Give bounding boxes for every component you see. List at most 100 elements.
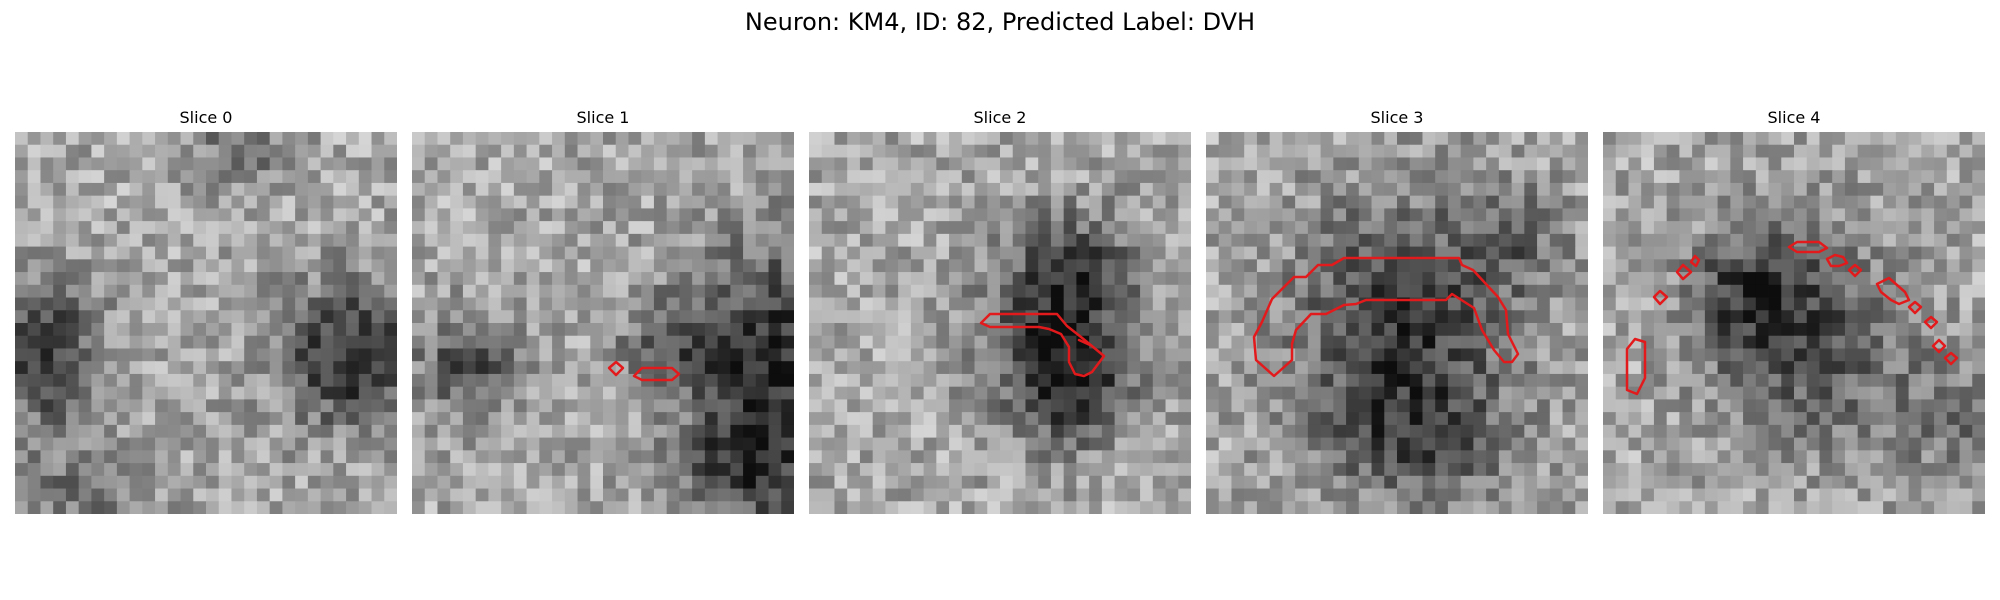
- image-pixel: [1641, 259, 1655, 273]
- image-pixel: [358, 373, 372, 388]
- image-pixel: [1653, 233, 1668, 247]
- image-pixel: [218, 132, 232, 146]
- image-pixel: [1178, 412, 1191, 426]
- image-pixel: [1447, 412, 1462, 426]
- image-pixel: [936, 399, 950, 413]
- image-pixel: [65, 335, 80, 349]
- image-pixel: [910, 208, 924, 222]
- image-pixel: [1857, 412, 1871, 426]
- image-pixel: [65, 246, 80, 260]
- image-pixel: [1641, 272, 1655, 286]
- image-pixel: [1819, 424, 1833, 438]
- image-pixel: [129, 170, 143, 184]
- image-pixel: [1063, 450, 1077, 464]
- image-pixel: [437, 310, 451, 324]
- image-pixel: [641, 132, 655, 146]
- image-pixel: [1307, 272, 1321, 286]
- image-pixel: [193, 386, 207, 400]
- image-pixel: [539, 475, 553, 489]
- image-pixel: [1781, 475, 1795, 489]
- image-pixel: [1730, 437, 1744, 451]
- image-pixel: [987, 182, 1001, 197]
- image-pixel: [244, 361, 258, 375]
- image-pixel: [1101, 284, 1115, 298]
- image-pixel: [666, 144, 680, 158]
- image-pixel: [1666, 424, 1680, 438]
- image-pixel: [1666, 208, 1680, 222]
- image-pixel: [65, 297, 80, 311]
- image-pixel: [1895, 132, 1909, 146]
- image-pixel: [142, 259, 156, 273]
- image-pixel: [488, 310, 502, 324]
- image-pixel: [641, 463, 655, 477]
- image-pixel: [1895, 170, 1909, 184]
- image-pixel: [1498, 488, 1512, 502]
- image-pixel: [1679, 208, 1693, 222]
- image-pixel: [1781, 463, 1795, 477]
- image-pixel: [1717, 501, 1731, 514]
- image-pixel: [269, 144, 283, 158]
- image-pixel: [1244, 373, 1258, 388]
- image-pixel: [1921, 373, 1935, 388]
- image-pixel: [628, 399, 642, 413]
- image-pixel: [526, 208, 540, 222]
- image-pixel: [872, 412, 886, 426]
- image-pixel: [768, 450, 782, 464]
- image-pixel: [1114, 182, 1128, 197]
- image-pixel: [1819, 348, 1833, 362]
- image-pixel: [424, 361, 438, 375]
- image-pixel: [1114, 475, 1128, 489]
- image-pixel: [1206, 157, 1220, 171]
- image-pixel: [717, 233, 731, 247]
- image-pixel: [424, 424, 438, 438]
- image-pixel: [923, 450, 937, 464]
- image-pixel: [424, 221, 438, 235]
- image-pixel: [859, 208, 874, 222]
- image-pixel: [1921, 399, 1935, 413]
- image-pixel: [513, 208, 527, 222]
- image-pixel: [53, 323, 67, 337]
- image-pixel: [859, 323, 874, 337]
- image-pixel: [564, 144, 578, 158]
- image-pixel: [885, 437, 899, 451]
- image-pixel: [1152, 412, 1166, 426]
- image-pixel: [1679, 424, 1693, 438]
- image-pixel: [1666, 246, 1680, 260]
- image-pixel: [1908, 475, 1922, 489]
- image-pixel: [1038, 501, 1052, 514]
- image-pixel: [1908, 297, 1922, 311]
- image-pixel: [1524, 335, 1538, 349]
- image-pixel: [27, 323, 41, 337]
- image-pixel: [821, 450, 835, 464]
- image-pixel: [1050, 170, 1065, 184]
- image-pixel: [155, 501, 169, 514]
- image-pixel: [1549, 437, 1563, 451]
- image-pixel: [1282, 386, 1296, 400]
- image-pixel: [1615, 323, 1629, 337]
- image-pixel: [961, 310, 975, 324]
- image-pixel: [590, 424, 604, 438]
- image-pixel: [1422, 424, 1436, 438]
- image-pixel: [1755, 386, 1769, 400]
- image-pixel: [1206, 463, 1220, 477]
- image-pixel: [1959, 475, 1973, 489]
- image-pixel: [231, 132, 245, 146]
- image-pixel: [1101, 373, 1115, 388]
- image-pixel: [269, 208, 283, 222]
- image-pixel: [552, 335, 566, 349]
- image-pixel: [1934, 182, 1948, 197]
- image-pixel: [1511, 475, 1525, 489]
- image-pixel: [1244, 297, 1258, 311]
- image-pixel: [1447, 208, 1462, 222]
- image-pixel: [1231, 310, 1245, 324]
- image-pixel: [1152, 450, 1166, 464]
- image-pixel: [1269, 208, 1283, 222]
- image-pixel: [1832, 182, 1846, 197]
- image-pixel: [1333, 284, 1347, 298]
- image-pixel: [1768, 386, 1782, 400]
- image-pixel: [1819, 373, 1833, 388]
- image-pixel: [704, 463, 718, 477]
- image-pixel: [1653, 195, 1668, 209]
- image-pixel: [603, 310, 617, 324]
- image-pixel: [437, 323, 451, 337]
